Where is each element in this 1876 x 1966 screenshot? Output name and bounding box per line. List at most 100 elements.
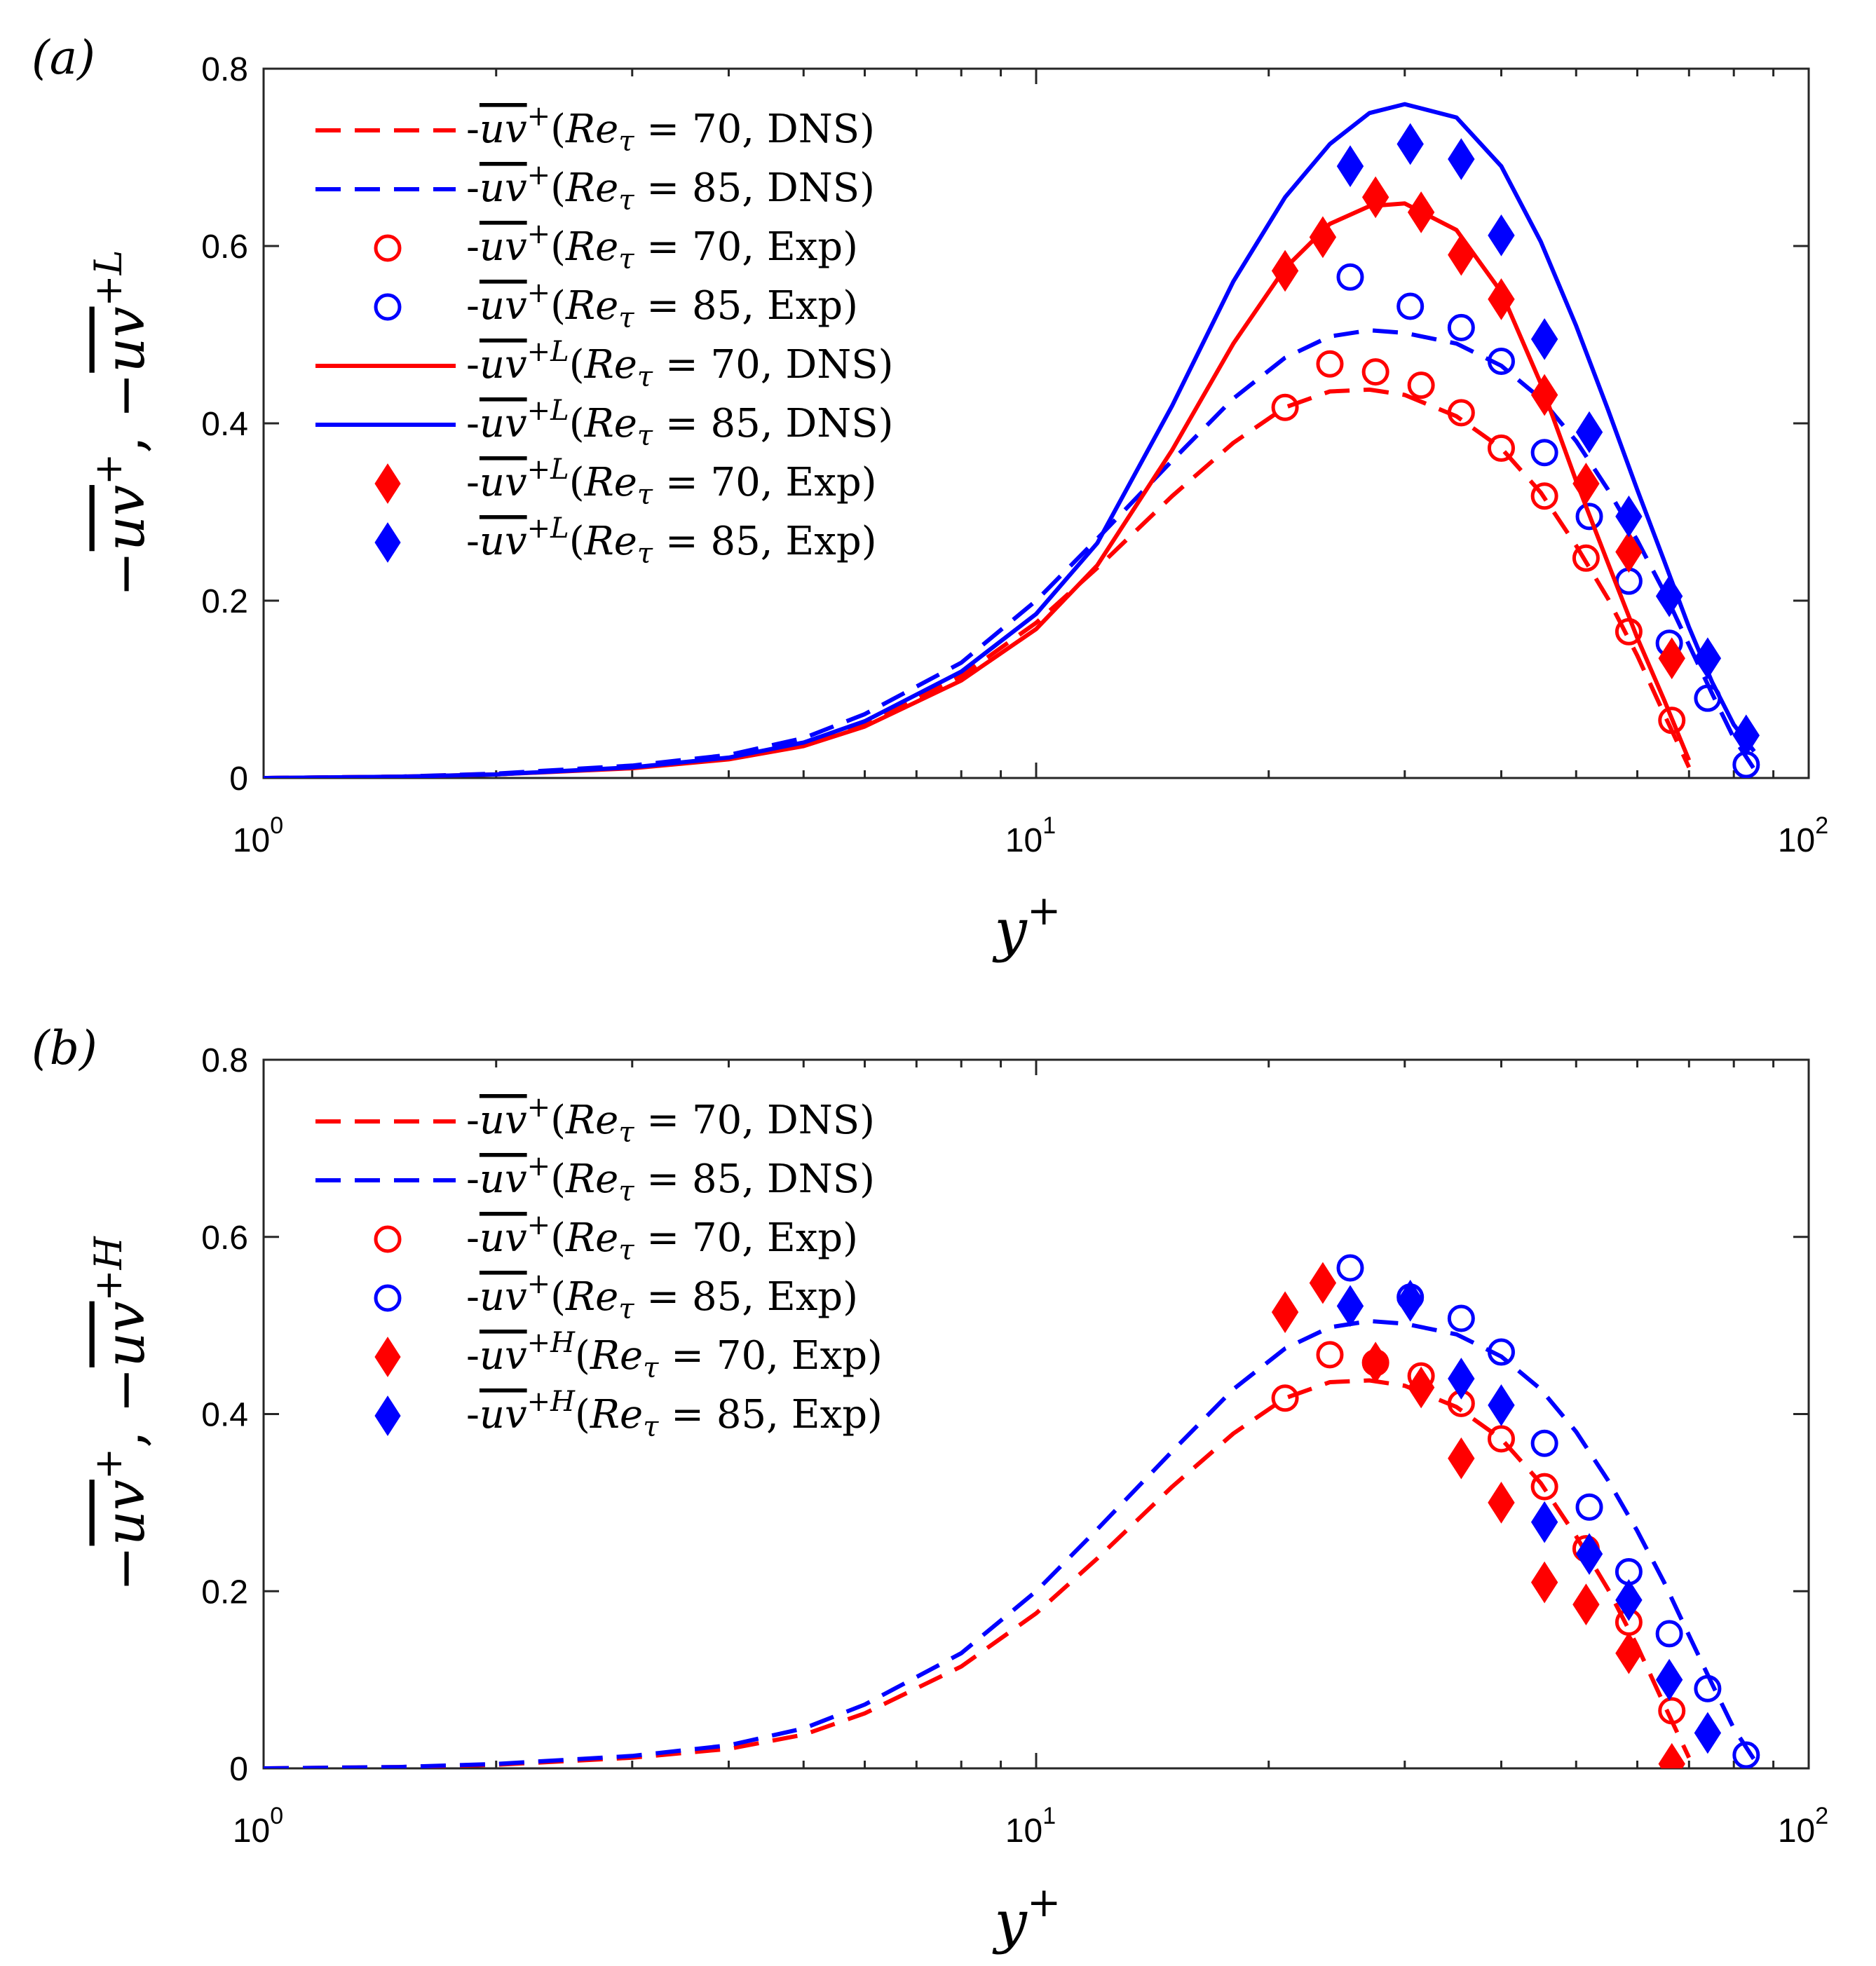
legend-value: = 70, Exp) bbox=[653, 460, 877, 505]
legend-tau: τ bbox=[643, 1352, 659, 1384]
legend-superscript: + bbox=[527, 218, 551, 250]
legend-minus: - bbox=[466, 1156, 480, 1202]
legend-tau: τ bbox=[618, 243, 634, 275]
data-point-circle bbox=[1694, 1674, 1722, 1702]
data-point-diamond bbox=[1530, 318, 1558, 360]
x-tick-base: 10 bbox=[1005, 1813, 1042, 1850]
data-point-diamond bbox=[1575, 411, 1603, 453]
legend-label: -uv+L(Reτ = 85, Exp) bbox=[466, 512, 877, 570]
legend-paren: ( bbox=[569, 342, 585, 388]
legend-re: Re bbox=[590, 1333, 643, 1379]
legend-paren: ( bbox=[550, 1156, 566, 1202]
legend-symbol: uv bbox=[480, 1215, 527, 1261]
legend-minus: - bbox=[466, 224, 480, 270]
data-point-circle bbox=[1530, 1473, 1558, 1501]
data-point-circle bbox=[1271, 1384, 1299, 1412]
y-label-minus: − bbox=[94, 551, 157, 596]
legend-label: -uv+(Reτ = 85, DNS) bbox=[466, 159, 875, 217]
data-point-circle bbox=[1487, 347, 1515, 375]
x-tick-base: 10 bbox=[233, 1813, 270, 1850]
legend-entry: -uv+H(Reτ = 85, Exp) bbox=[374, 1386, 883, 1443]
data-point-circle bbox=[1658, 1697, 1686, 1725]
legend-entry: -uv+(Reτ = 85, Exp) bbox=[374, 1268, 858, 1325]
legend-symbol: uv bbox=[480, 1098, 527, 1143]
series-line bbox=[264, 102, 1756, 778]
legend-tau: τ bbox=[618, 1234, 634, 1267]
legend-re: Re bbox=[565, 165, 618, 211]
legend-tau: τ bbox=[618, 125, 634, 158]
legend-symbol: uv bbox=[480, 1156, 527, 1202]
y-label-superscript: +H bbox=[86, 1236, 130, 1301]
legend-minus: - bbox=[466, 165, 480, 211]
y-label-superscript: + bbox=[86, 1448, 130, 1480]
legend-entry: -uv+(Reτ = 70, DNS) bbox=[315, 1091, 875, 1149]
y-label-superscript: + bbox=[86, 453, 130, 485]
legend-re: Re bbox=[584, 519, 637, 564]
data-point-diamond bbox=[1488, 278, 1515, 320]
legend-label: -uv+(Reτ = 85, Exp) bbox=[466, 1268, 858, 1325]
legend-minus: - bbox=[466, 1215, 480, 1261]
series-0 bbox=[264, 387, 1692, 778]
y-label-separator: , bbox=[94, 418, 157, 453]
legend-symbol: uv bbox=[480, 224, 527, 270]
legend-minus: - bbox=[466, 1274, 480, 1320]
legend-tau: τ bbox=[618, 1117, 634, 1149]
legend-value: = 85, Exp) bbox=[658, 1392, 883, 1438]
legend: -uv+(Reτ = 70, DNS)-uv+(Reτ = 85, DNS)-u… bbox=[315, 1091, 883, 1443]
legend-tau: τ bbox=[637, 479, 653, 511]
data-point-diamond bbox=[1271, 250, 1299, 292]
legend-value: = 70, DNS) bbox=[634, 107, 875, 152]
y-tick-label: 0.8 bbox=[201, 1042, 248, 1079]
data-point-circle bbox=[1530, 1429, 1558, 1457]
y-label-symbol: uv bbox=[94, 1480, 157, 1545]
series-6 bbox=[1271, 176, 1685, 680]
data-point-circle bbox=[1530, 439, 1558, 467]
data-point-circle bbox=[1487, 434, 1515, 462]
legend-label: -uv+(Reτ = 85, DNS) bbox=[466, 1150, 875, 1208]
y-axis-label: −uv+, −uv+L bbox=[86, 250, 157, 596]
legend-paren: ( bbox=[550, 1215, 566, 1261]
legend-marker-diamond bbox=[374, 1395, 401, 1436]
series-2 bbox=[1271, 1341, 1686, 1725]
series-1 bbox=[264, 328, 1756, 778]
data-point-diamond bbox=[1530, 1501, 1558, 1543]
legend-tau: τ bbox=[637, 361, 653, 393]
data-point-diamond bbox=[1572, 463, 1600, 505]
legend-tau: τ bbox=[643, 1411, 659, 1443]
legend-paren: ( bbox=[550, 224, 566, 270]
data-point-circle bbox=[1658, 706, 1686, 735]
data-point-circle bbox=[1575, 1493, 1603, 1521]
legend-value: = 70, DNS) bbox=[634, 1098, 875, 1143]
legend-symbol: uv bbox=[480, 460, 527, 505]
data-point-circle bbox=[1336, 1254, 1364, 1282]
legend-symbol: uv bbox=[480, 401, 527, 446]
legend-value: = 70, Exp) bbox=[634, 1215, 858, 1261]
legend-re: Re bbox=[565, 1215, 618, 1261]
data-point-diamond bbox=[1615, 1579, 1643, 1621]
legend-minus: - bbox=[466, 342, 480, 388]
legend-entry: -uv+L(Reτ = 85, DNS) bbox=[315, 395, 894, 452]
legend-label: -uv+H(Reτ = 85, Exp) bbox=[466, 1386, 883, 1443]
x-tick-exponent: 1 bbox=[1042, 812, 1056, 839]
legend-entry: -uv+L(Reτ = 70, DNS) bbox=[315, 336, 894, 393]
data-point-diamond bbox=[1488, 1384, 1515, 1426]
y-label-symbol: uv bbox=[94, 306, 157, 372]
y-label-separator: , bbox=[94, 1413, 157, 1448]
legend-re: Re bbox=[565, 283, 618, 329]
legend-value: = 85, DNS) bbox=[634, 1156, 875, 1202]
legend-label: -uv+(Reτ = 70, DNS) bbox=[466, 100, 875, 158]
legend-symbol: uv bbox=[480, 342, 527, 388]
data-point-diamond bbox=[1658, 1742, 1685, 1768]
legend-value: = 70, Exp) bbox=[658, 1333, 883, 1379]
legend-minus: - bbox=[466, 1098, 480, 1143]
data-point-diamond bbox=[1448, 233, 1475, 276]
data-point-circle bbox=[1732, 1741, 1760, 1768]
legend-minus: - bbox=[466, 519, 480, 564]
data-point-diamond bbox=[1396, 1279, 1424, 1322]
y-tick-label: 0.6 bbox=[201, 1220, 248, 1257]
legend-paren: ( bbox=[569, 460, 585, 505]
legend-marker-circle bbox=[374, 1225, 402, 1253]
panel-label: (a) bbox=[32, 31, 95, 85]
